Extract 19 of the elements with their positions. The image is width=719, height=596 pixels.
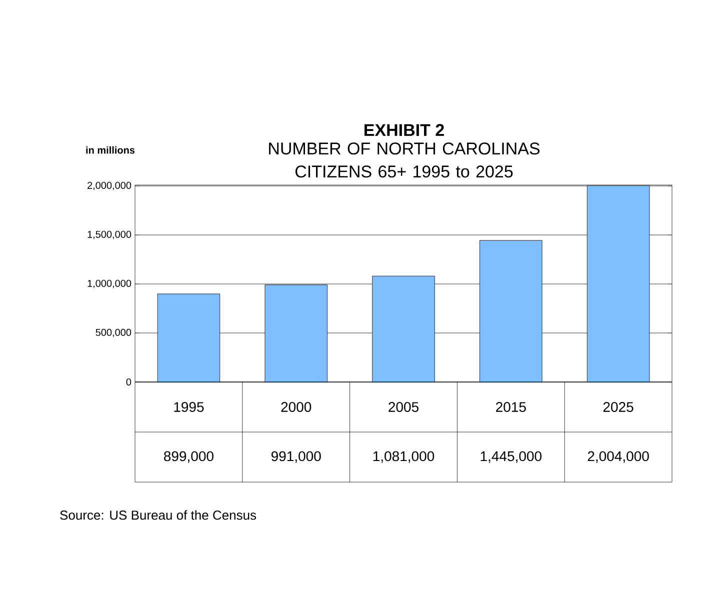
y-tick-label: 1,000,000	[88, 280, 132, 288]
x-tick-label: 1995	[174, 402, 204, 412]
chart-title: EXHIBIT 2	[364, 124, 444, 136]
x-tick-label: 2005	[388, 402, 418, 412]
data-label: 1,081,000	[373, 451, 434, 463]
y-tick-label: 2,000,000	[88, 182, 132, 190]
data-label: 2,004,000	[588, 451, 649, 463]
x-tick-label: 2015	[496, 402, 526, 412]
data-label: 991,000	[271, 451, 321, 463]
y-axis-title: in millions	[86, 146, 135, 154]
data-label: 899,000	[164, 451, 214, 463]
y-tick-label: 0	[126, 378, 132, 386]
chart-subtitle: NUMBER OF NORTH CAROLINAS CITIZENS 65+ 1995 to 2025	[269, 142, 540, 178]
x-tick-label: 2000	[281, 402, 312, 412]
y-tick-label: 500,000	[96, 328, 132, 338]
data-label: 1,445,000	[480, 451, 542, 463]
y-tick-label: 1,500,000	[88, 230, 132, 240]
x-tick-label: 2025	[603, 402, 634, 412]
source-note: Source: US Bureau of the Census	[60, 510, 256, 520]
